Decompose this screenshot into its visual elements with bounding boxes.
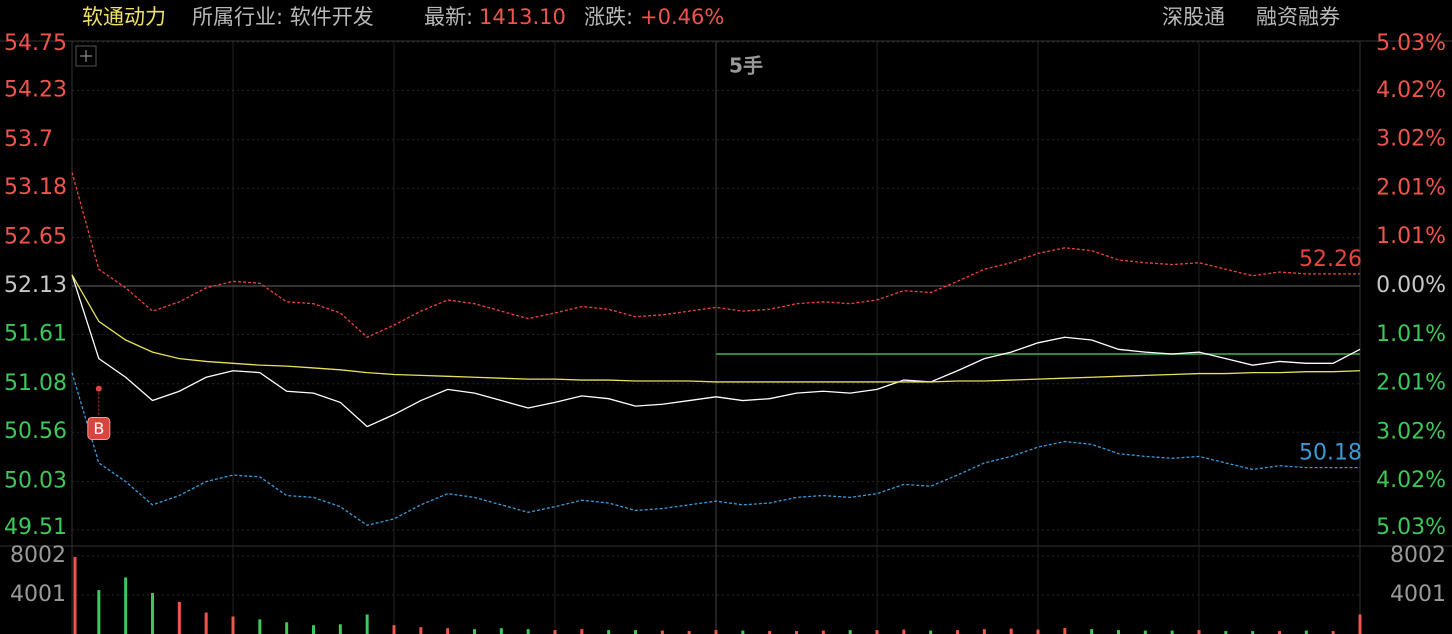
volume-bar [473, 629, 476, 634]
y-tick-label: 8002 [10, 543, 66, 568]
y-tick-label: 4001 [10, 582, 66, 607]
stock-name[interactable]: 软通动力 [82, 5, 166, 29]
link[interactable]: 深股通 [1162, 5, 1225, 29]
volume-bar [312, 625, 315, 634]
series-line [71, 274, 1361, 428]
y2-tick-label: 5.03% [1376, 515, 1446, 540]
volume-bar [929, 630, 933, 634]
change-label: 涨跌: [584, 5, 633, 29]
volume-bar [1331, 631, 1335, 634]
volume-bar [258, 619, 262, 634]
y-tick-label: 52.65 [4, 225, 67, 250]
volume-bar [795, 631, 798, 634]
volume-bar [1278, 631, 1281, 634]
volume-bar [151, 593, 154, 634]
y2-tick-label: 3.02% [1376, 419, 1446, 444]
y2-tick-label: 0.00% [1376, 273, 1446, 298]
volume-bar [1009, 628, 1013, 634]
y-tick-label: 53.7 [4, 127, 53, 152]
volume-bar [526, 629, 530, 634]
volume-bar [97, 590, 101, 634]
y2-tick-label: 1.01% [1376, 224, 1446, 249]
volume-bar [124, 577, 128, 634]
y2-tick-label: 4.02% [1376, 78, 1446, 103]
y2-tick-label: 3.02% [1376, 127, 1446, 152]
volume-bar [177, 601, 181, 634]
volume-bar [1224, 631, 1228, 634]
latest-value: 1413.10 [479, 5, 566, 29]
volume-bar [634, 630, 637, 634]
latest-label: 最新: [424, 5, 473, 29]
y2-tick-label: 1.01% [1376, 322, 1446, 347]
zoom-icon [80, 50, 92, 62]
y-tick-label: 49.51 [4, 515, 67, 540]
volume-bar [956, 630, 959, 634]
y2-tick-label: 8002 [1390, 543, 1446, 568]
volume-bar [580, 629, 584, 634]
volume-bar [982, 629, 986, 634]
y2-tick-label: 2.01% [1376, 175, 1446, 200]
volume-bar [1304, 630, 1308, 634]
note-text: 5手 [729, 54, 763, 78]
series-line [71, 274, 1361, 383]
marker-box [87, 416, 111, 440]
volume-bar [848, 630, 852, 634]
volume-bar [1143, 630, 1147, 634]
volume-bar [73, 556, 77, 634]
volume-bar [902, 629, 906, 634]
volume-bar [285, 622, 289, 634]
volume-bar [687, 631, 691, 634]
volume-bar [660, 630, 664, 634]
volume-bar [714, 630, 718, 634]
y-tick-label: 50.03 [4, 469, 67, 494]
volume-bar [365, 614, 369, 634]
volume-bar [1251, 631, 1255, 634]
volume-bar [1090, 629, 1094, 634]
y-tick-label: 51.08 [4, 371, 67, 396]
y-tick-label: 50.56 [4, 419, 67, 444]
volume-bar [1036, 629, 1040, 634]
y-tick-label: 54.23 [4, 77, 67, 102]
series-line [71, 172, 1360, 338]
volume-bar [419, 627, 423, 634]
zoom-button[interactable] [75, 45, 97, 67]
end-label: 50.18 [1299, 441, 1362, 466]
volume-bar [768, 631, 772, 634]
volume-bar [821, 630, 825, 634]
volume-bar [1063, 628, 1067, 634]
change-value: +0.46% [640, 5, 724, 29]
y2-tick-label: 2.01% [1376, 371, 1446, 396]
volume-bar [338, 624, 342, 634]
volume-bar [204, 612, 208, 634]
volume-bar [1197, 630, 1201, 634]
volume-bar [1358, 614, 1362, 634]
marker-dot [95, 385, 102, 392]
marker-label: B [93, 419, 104, 438]
link[interactable]: 融资融券 [1256, 5, 1340, 29]
y2-tick-label: 4001 [1390, 582, 1446, 607]
volume-bar [1170, 630, 1174, 634]
volume-bar [741, 630, 745, 634]
volume-bar [231, 616, 235, 634]
industry: 所属行业: 软件开发 [192, 5, 374, 29]
volume-bar [607, 630, 611, 634]
series-line [71, 372, 1360, 527]
volume-bar [446, 628, 450, 634]
volume-bar [392, 625, 396, 634]
end-label: 52.26 [1299, 247, 1362, 272]
y2-tick-label: 5.03% [1376, 31, 1446, 56]
y-tick-label: 52.13 [4, 273, 67, 298]
volume-bar [499, 628, 503, 634]
y-tick-label: 53.18 [4, 175, 67, 200]
volume-bar [553, 630, 557, 634]
volume-bar [1117, 630, 1120, 634]
y-tick-label: 51.61 [4, 321, 67, 346]
y-tick-label: 54.75 [4, 31, 67, 56]
volume-bar [875, 630, 879, 634]
y2-tick-label: 4.02% [1376, 468, 1446, 493]
